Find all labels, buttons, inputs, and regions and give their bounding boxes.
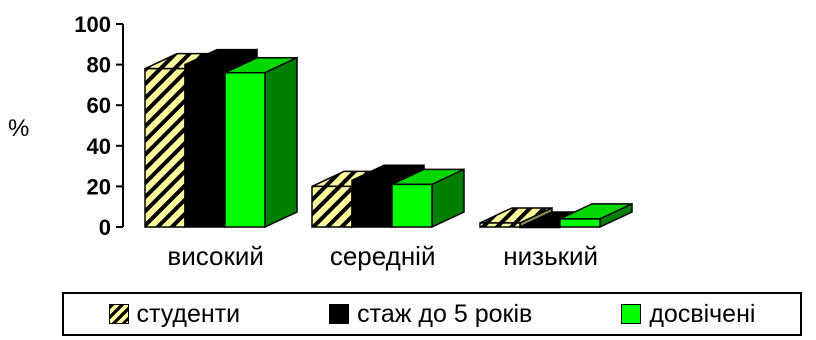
y-tick-label: 0 <box>99 215 111 240</box>
legend-swatch-2 <box>621 304 642 324</box>
legend-item-2: досвічені <box>621 300 755 329</box>
y-tick-label: 20 <box>87 174 111 199</box>
bar-front <box>479 222 521 228</box>
bar-front <box>519 226 561 229</box>
bar <box>559 202 633 229</box>
x-tick-label: високий <box>167 241 264 271</box>
bar-front <box>351 179 393 228</box>
legend-item-0: студенти <box>108 299 241 329</box>
bar-side <box>264 56 298 229</box>
y-tick-label: 40 <box>87 134 111 159</box>
bar-front <box>559 218 601 228</box>
legend: студенти стаж до 5 років досвічені <box>62 292 802 336</box>
legend-item-1: стаж до 5 років <box>329 300 532 329</box>
legend-swatch-0 <box>108 304 129 324</box>
y-tick-label: 100 <box>74 12 111 37</box>
legend-label-2: досвічені <box>649 299 756 328</box>
bar-front <box>391 183 433 228</box>
bars <box>144 48 633 229</box>
bar-front <box>224 71 266 228</box>
legend-label-0: студенти <box>136 299 241 328</box>
bar-front <box>184 63 226 228</box>
bar <box>391 168 465 229</box>
chart: 0 20 40 60 80 100 високий середній низький % <box>8 12 633 271</box>
y-axis: 0 20 40 60 80 100 <box>74 12 124 240</box>
legend-label-1: стаж до 5 років <box>357 299 533 328</box>
bar-front <box>311 185 353 228</box>
x-tick-label: низький <box>503 241 598 271</box>
y-tick-label: 60 <box>87 93 111 118</box>
y-axis-label: % <box>8 115 29 142</box>
x-tick-label: середній <box>330 241 436 271</box>
legend-swatch-1 <box>329 304 350 324</box>
bar-front <box>144 67 186 228</box>
x-axis-labels: високий середній низький <box>167 241 598 271</box>
bar <box>224 56 298 229</box>
y-tick-label: 80 <box>87 53 111 78</box>
